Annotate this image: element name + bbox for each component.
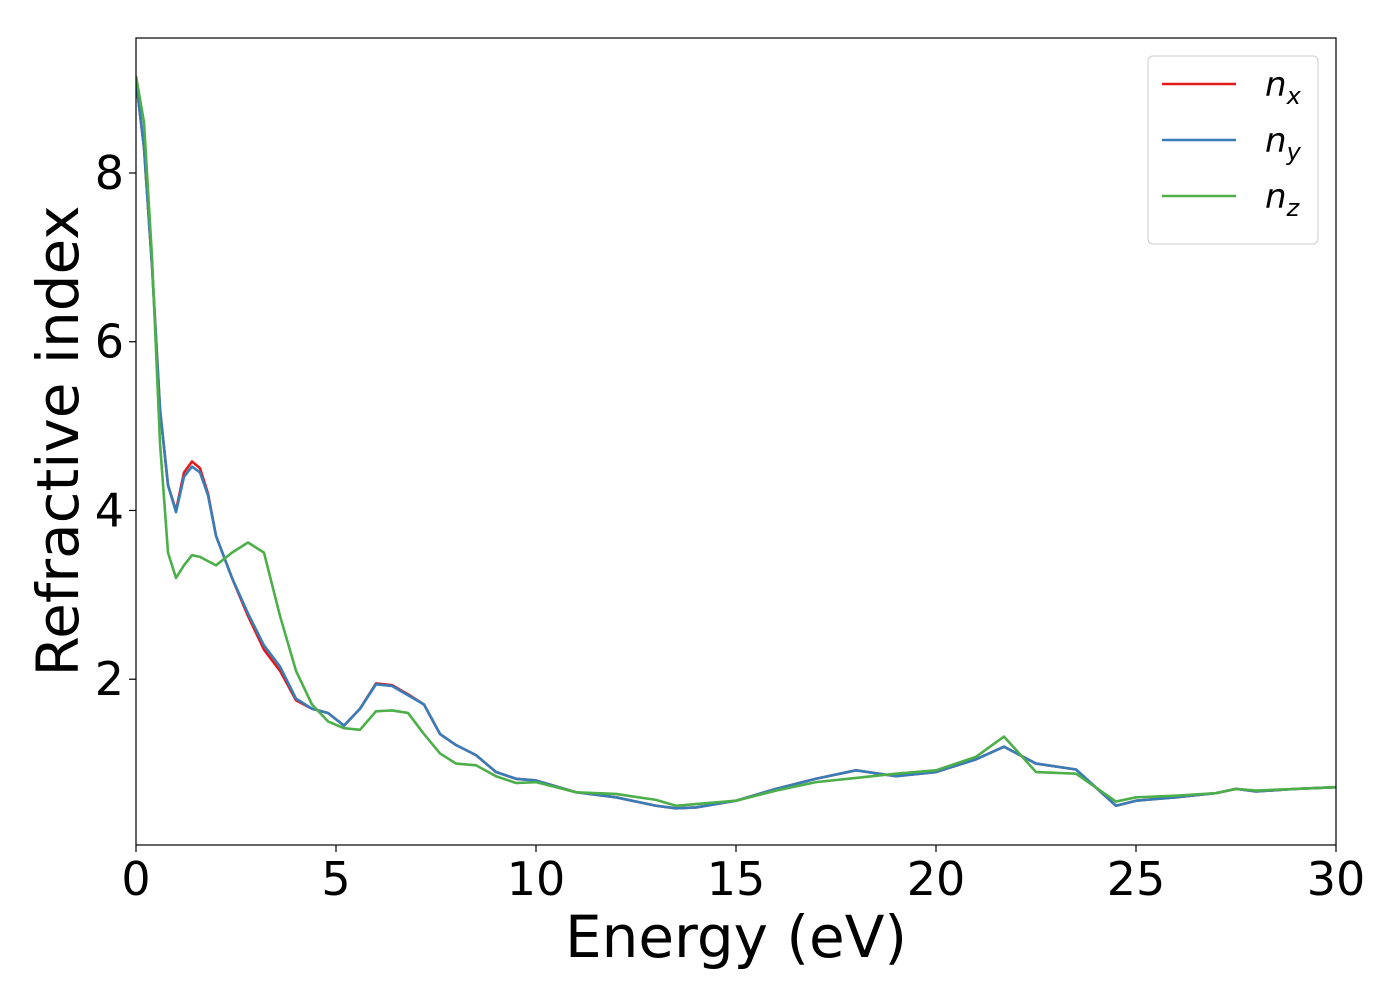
x-tick-label: 0 — [121, 852, 150, 906]
plot-frame — [135, 37, 1337, 846]
x-tick-label: 15 — [707, 852, 766, 906]
x-tick-label: 5 — [321, 852, 350, 906]
legend-label: nz — [1265, 177, 1301, 222]
x-tick-label: 20 — [907, 852, 966, 906]
series-line — [136, 80, 1336, 810]
x-tick-label: 30 — [1307, 852, 1366, 906]
legend-label: ny — [1265, 121, 1302, 166]
y-axis-label: Refractive index — [24, 205, 92, 676]
legend-label: nx — [1265, 65, 1302, 110]
y-tick-label: 6 — [95, 315, 124, 369]
x-tick-label: 25 — [1107, 852, 1166, 906]
y-tick-label: 8 — [95, 146, 124, 200]
y-tick-label: 4 — [95, 483, 124, 537]
x-tick-label: 10 — [507, 852, 566, 906]
series-line — [136, 75, 1336, 808]
x-axis-label: Energy (eV) — [565, 903, 907, 971]
y-tick-label: 2 — [95, 652, 124, 706]
